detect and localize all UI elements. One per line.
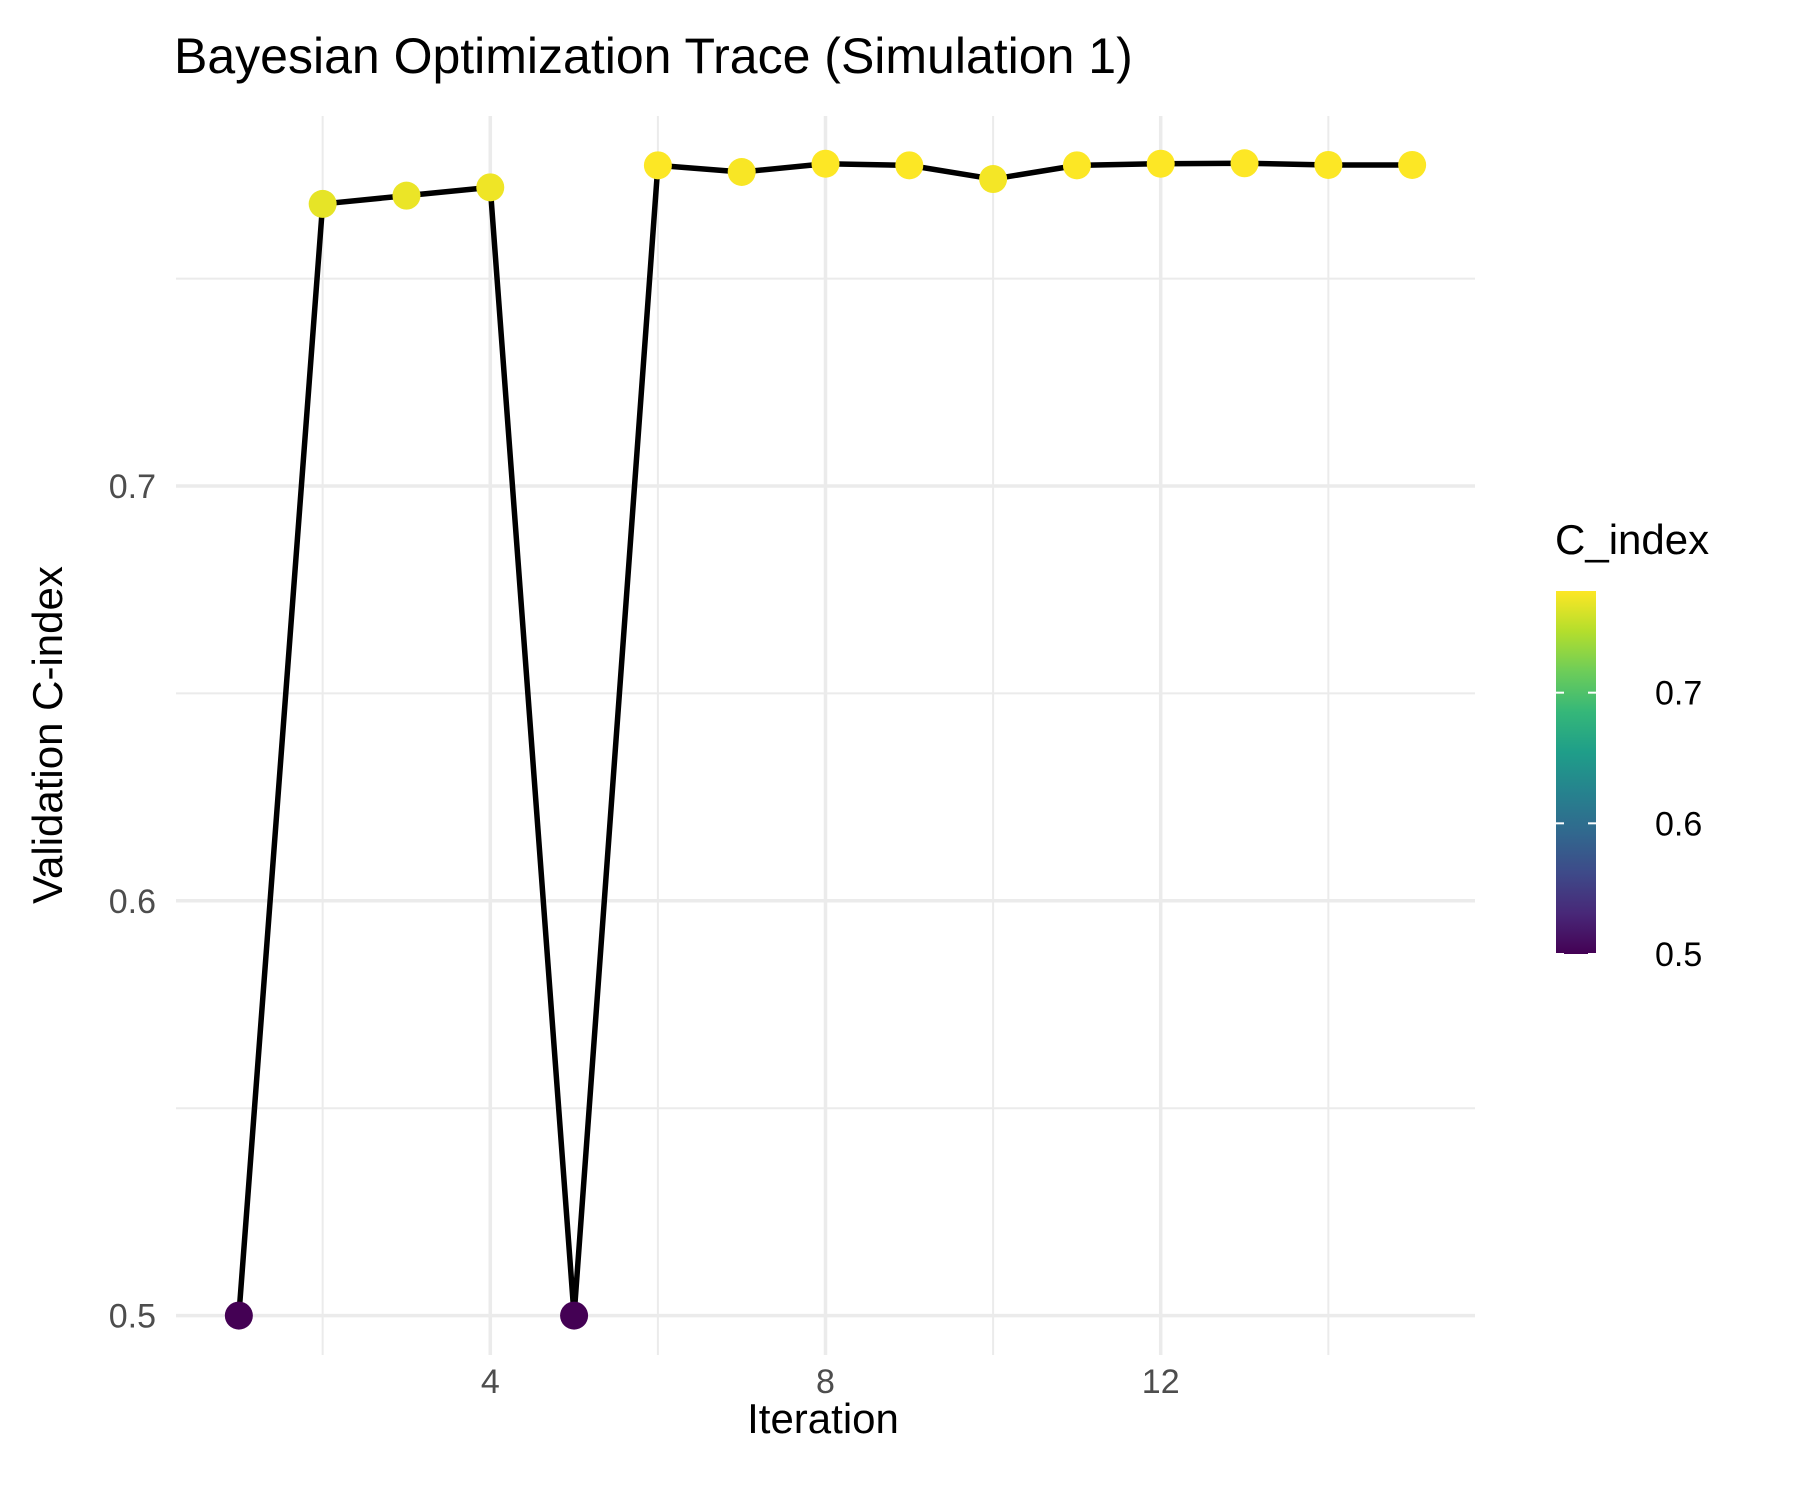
legend: C_index 0.5 0.6 0.7 bbox=[1555, 516, 1709, 974]
x-axis-title: Iteration bbox=[747, 1395, 899, 1442]
data-point bbox=[1314, 150, 1343, 179]
data-point bbox=[1398, 150, 1427, 179]
data-point bbox=[392, 181, 421, 210]
data-point bbox=[979, 165, 1008, 194]
y-axis-title: Validation C-index bbox=[24, 566, 71, 904]
y-tick-label: 0.7 bbox=[109, 468, 156, 506]
colorbar-ticks: 0.5 0.6 0.7 bbox=[1556, 675, 1702, 974]
colorbar-tick-label: 0.7 bbox=[1655, 675, 1702, 713]
x-tick-labels: 4 8 12 bbox=[481, 1363, 1180, 1401]
y-tick-labels: 0.5 0.6 0.7 bbox=[109, 468, 156, 1336]
legend-title: C_index bbox=[1555, 516, 1709, 563]
y-tick-label: 0.5 bbox=[109, 1298, 156, 1336]
x-tick-label: 4 bbox=[481, 1363, 500, 1401]
data-point bbox=[1230, 149, 1259, 178]
series bbox=[224, 149, 1427, 1330]
data-point bbox=[1062, 151, 1091, 180]
data-point bbox=[1146, 149, 1175, 178]
data-point bbox=[224, 1301, 253, 1330]
data-point bbox=[811, 149, 840, 178]
data-point bbox=[895, 151, 924, 180]
x-tick-label: 12 bbox=[1142, 1363, 1180, 1401]
colorbar bbox=[1556, 591, 1596, 954]
colorbar-tick-label: 0.6 bbox=[1655, 805, 1702, 843]
grid bbox=[176, 116, 1475, 1355]
data-point bbox=[476, 173, 505, 202]
data-point bbox=[643, 151, 672, 180]
chart-title: Bayesian Optimization Trace (Simulation … bbox=[174, 28, 1133, 84]
y-tick-label: 0.6 bbox=[109, 883, 156, 921]
data-point bbox=[560, 1301, 589, 1330]
x-tick-label: 8 bbox=[816, 1363, 835, 1401]
data-point bbox=[308, 189, 337, 218]
data-point bbox=[727, 157, 756, 186]
colorbar-tick-label: 0.5 bbox=[1655, 936, 1702, 974]
